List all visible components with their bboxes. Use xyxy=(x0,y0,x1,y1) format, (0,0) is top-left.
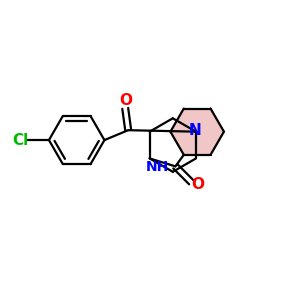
Text: NH: NH xyxy=(146,160,169,174)
Text: N: N xyxy=(189,123,201,138)
Polygon shape xyxy=(170,109,224,155)
Text: O: O xyxy=(120,93,133,108)
Text: Cl: Cl xyxy=(12,133,28,148)
Text: O: O xyxy=(192,177,205,192)
